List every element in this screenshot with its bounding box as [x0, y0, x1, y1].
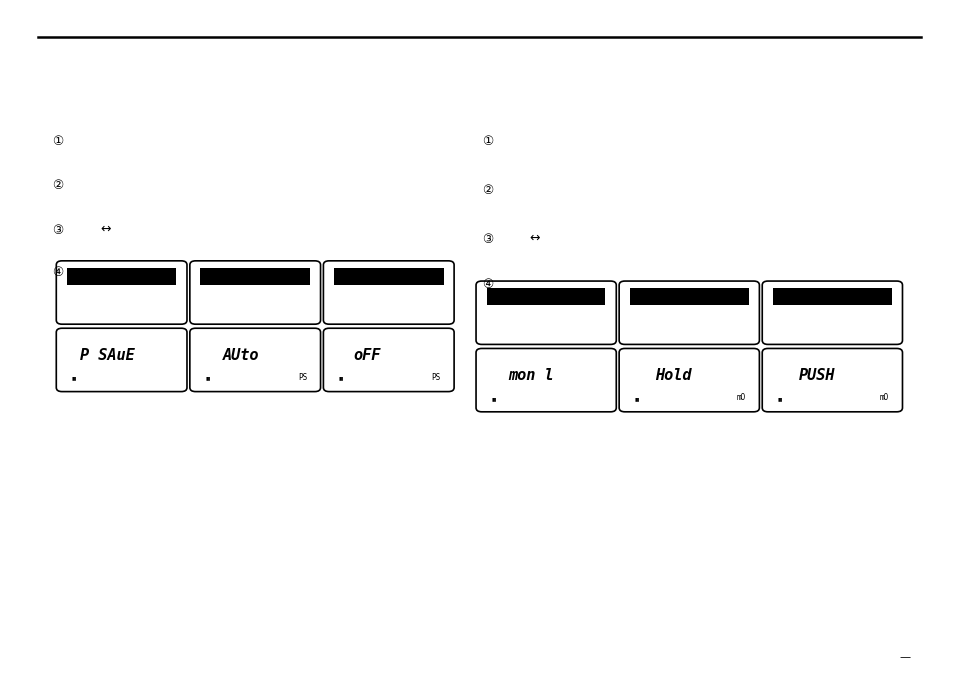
FancyBboxPatch shape	[56, 328, 187, 392]
FancyBboxPatch shape	[761, 348, 902, 412]
Text: mO: mO	[879, 394, 888, 402]
FancyBboxPatch shape	[190, 261, 320, 324]
FancyBboxPatch shape	[476, 281, 616, 344]
Text: PS: PS	[297, 373, 307, 382]
Text: Hold: Hold	[655, 368, 691, 384]
FancyBboxPatch shape	[323, 328, 454, 392]
Text: ↔: ↔	[529, 231, 539, 245]
Text: ①: ①	[52, 135, 64, 148]
Bar	[200, 268, 310, 285]
Text: mon l: mon l	[507, 368, 553, 384]
Text: P SAuE: P SAuE	[80, 348, 134, 363]
Text: PS: PS	[431, 373, 440, 382]
Text: ①: ①	[481, 135, 493, 148]
Text: ▮▮: ▮▮	[634, 396, 639, 401]
Bar	[772, 288, 891, 305]
FancyBboxPatch shape	[323, 261, 454, 324]
Bar	[629, 288, 748, 305]
Text: ▮▮: ▮▮	[205, 375, 211, 381]
Text: ▮▮: ▮▮	[491, 396, 497, 401]
Text: ②: ②	[481, 183, 493, 197]
Text: ↔: ↔	[100, 222, 111, 236]
Text: ②: ②	[52, 179, 64, 192]
Text: ④: ④	[52, 266, 64, 280]
Text: PUSH: PUSH	[798, 368, 834, 384]
Text: ▮▮: ▮▮	[71, 375, 77, 381]
FancyBboxPatch shape	[618, 348, 759, 412]
FancyBboxPatch shape	[761, 281, 902, 344]
Text: AUto: AUto	[222, 348, 259, 363]
Text: ③: ③	[52, 224, 64, 237]
FancyBboxPatch shape	[56, 261, 187, 324]
FancyBboxPatch shape	[618, 281, 759, 344]
Text: ▮▮: ▮▮	[777, 396, 782, 401]
Bar	[486, 288, 605, 305]
Text: oFF: oFF	[354, 348, 380, 363]
Text: ④: ④	[481, 278, 493, 291]
FancyBboxPatch shape	[476, 348, 616, 412]
Text: ▮▮: ▮▮	[338, 375, 344, 381]
Bar	[67, 268, 176, 285]
FancyBboxPatch shape	[190, 328, 320, 392]
Text: mO: mO	[736, 394, 745, 402]
Text: ③: ③	[481, 233, 493, 246]
Text: —: —	[899, 652, 910, 662]
Bar	[334, 268, 443, 285]
